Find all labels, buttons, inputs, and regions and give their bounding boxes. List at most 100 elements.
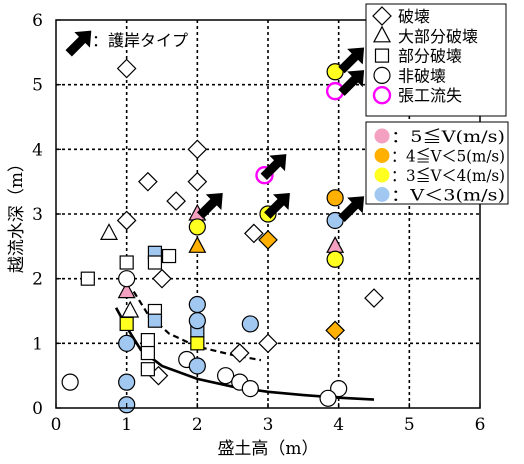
data-point-square <box>119 316 134 332</box>
data-point-triangle <box>121 300 140 318</box>
revetment-arrow <box>338 47 365 74</box>
data-point-circle <box>319 389 337 407</box>
y-tick-label: 5 <box>32 76 43 96</box>
y-axis-label: 越流水深（m） <box>7 155 27 273</box>
arrow-shape <box>65 30 92 57</box>
data-point-circle <box>326 189 344 207</box>
data-point-triangle <box>326 236 345 253</box>
data-point-diamond <box>258 230 278 250</box>
data-point-diamond <box>152 268 172 289</box>
data-point-circle <box>188 295 206 314</box>
velocity-label: ：4≦V＜5(m/s) <box>391 147 505 166</box>
velocity-swatch <box>374 167 390 183</box>
data-point-diamond <box>244 223 264 244</box>
revetment-arrow <box>196 192 223 219</box>
x-tick-label: 0 <box>51 415 62 435</box>
data-point-diamond <box>166 191 186 211</box>
y-tick-label: 1 <box>32 334 43 354</box>
data-point-triangle <box>188 236 207 253</box>
data-point-diamond <box>116 210 137 231</box>
data-point-square <box>140 362 155 377</box>
legend-marker-square <box>374 48 390 63</box>
legend-marker-triangle <box>373 25 391 43</box>
legend-velocity: ：5≦V(m/s)：4≦V＜5(m/s)：3≦V＜4(m/s)：V＜3(m/s) <box>365 121 509 205</box>
revetment-arrow <box>338 196 365 223</box>
data-point-square <box>190 336 205 351</box>
x-tick-label: 2 <box>192 415 203 435</box>
revetment-arrow <box>338 70 365 96</box>
legend-marker-circle <box>373 66 391 85</box>
revetment-arrow <box>264 192 290 219</box>
data-point-triangle <box>117 281 136 299</box>
legend-label: 大部分破壊 <box>398 27 478 46</box>
data-point-diamond <box>258 333 278 354</box>
arrow-shape <box>338 47 365 74</box>
y-tick-label: 6 <box>32 11 43 31</box>
data-point-circle <box>118 373 136 391</box>
data-point-square <box>140 345 155 361</box>
arrow-shape <box>260 154 287 180</box>
legend-label: 部分破壊 <box>398 47 462 66</box>
x-tick-label: 1 <box>121 415 132 435</box>
legend-label: 非破壊 <box>398 66 446 85</box>
legend-label: 破壊 <box>398 7 430 26</box>
arrow-shape <box>338 196 365 223</box>
velocity-legend-box <box>365 121 509 205</box>
x-tick-label: 6 <box>475 415 486 435</box>
legend-marker-ring-magenta <box>372 85 392 105</box>
arrows <box>196 47 365 223</box>
data-point-circle <box>118 334 136 352</box>
data-point-diamond <box>187 139 208 160</box>
ticks: 0 1 2 3 4 5 6 0 1 2 3 4 5 6 <box>32 11 485 435</box>
legend-marker-diamond <box>372 6 392 26</box>
data-point-diamond <box>138 171 158 192</box>
y-tick-label: 4 <box>32 140 43 160</box>
legend-arrow-label: ：護岸タイプ <box>92 31 188 50</box>
velocity-label: ：5≦V(m/s) <box>391 127 505 146</box>
legend-arrow-icon <box>65 30 92 57</box>
data-point-diamond <box>364 288 384 308</box>
x-tick-label: 4 <box>333 415 344 435</box>
data-point-square <box>161 248 177 264</box>
velocity-label: ：3≦V＜4(m/s) <box>391 166 505 185</box>
data-point-circle <box>188 312 206 330</box>
data-point-circle <box>330 380 348 398</box>
x-tick-label: 5 <box>404 415 415 435</box>
data-point-square <box>80 271 95 286</box>
data-point-square <box>147 313 163 328</box>
data-point-circle <box>217 367 235 385</box>
data-point-circle <box>118 270 136 288</box>
legend-label: 張工流失 <box>398 86 462 105</box>
legend-arrow: ：護岸タイプ <box>65 30 188 57</box>
y-tick-label: 2 <box>32 270 43 290</box>
x-axis-label: 盛土高（m） <box>217 439 318 459</box>
data-point-square <box>147 255 163 270</box>
data-point-square <box>119 255 134 270</box>
arrow-shape <box>338 70 365 96</box>
data-point-diamond <box>325 320 345 341</box>
data-point-square <box>140 333 155 348</box>
x-tick-label: 3 <box>263 415 274 435</box>
data-point-diamond <box>229 343 250 363</box>
velocity-label: ：V＜3(m/s) <box>391 186 505 205</box>
arrow-shape <box>264 192 290 219</box>
data-point-diamond <box>187 171 208 192</box>
data-point-circle <box>61 373 79 391</box>
y-tick-label: 3 <box>32 205 43 225</box>
data-point-circle <box>241 315 259 333</box>
revetment-arrow <box>260 154 287 180</box>
data-point-circle <box>241 380 259 398</box>
data-point-circle <box>188 357 206 375</box>
velocity-swatch <box>374 148 390 163</box>
data-point-circle <box>188 218 206 236</box>
data-point-diamond <box>116 58 137 79</box>
boundary-line-dashed <box>132 291 262 362</box>
points <box>61 58 384 414</box>
velocity-swatch <box>374 128 390 144</box>
y-tick-label: 0 <box>32 399 43 419</box>
data-point-triangle <box>100 223 118 240</box>
data-point-circle <box>326 250 344 268</box>
velocity-swatch <box>374 187 390 202</box>
